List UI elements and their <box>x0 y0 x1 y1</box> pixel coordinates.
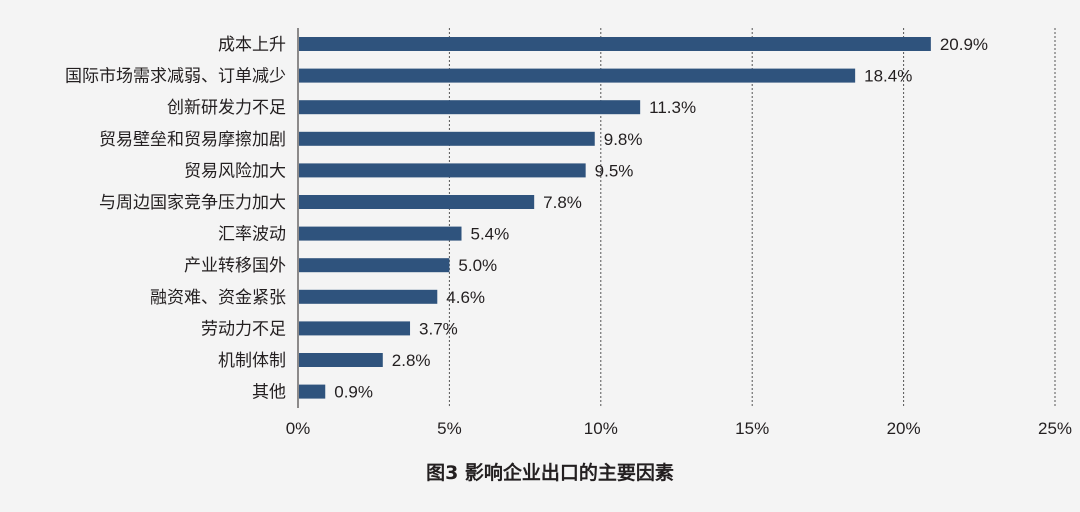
bar <box>299 353 383 367</box>
bar <box>299 321 411 336</box>
category-label: 贸易壁垒和贸易摩擦加剧 <box>99 130 286 150</box>
x-tick-label: 0% <box>286 419 311 438</box>
bar <box>299 37 931 51</box>
bar <box>299 384 326 399</box>
bar <box>299 195 535 209</box>
data-label: 11.3% <box>649 98 696 117</box>
category-label: 汇率波动 <box>218 225 286 245</box>
category-label: 其他 <box>252 383 286 403</box>
bar <box>299 163 586 178</box>
x-tick-label: 25% <box>1038 419 1072 438</box>
data-label: 3.7% <box>419 319 458 338</box>
data-label: 0.9% <box>334 383 373 402</box>
value-labels: 20.9% 18.4% 11.3% 9.8% 9.5% 7.8% 5.4% 5.0% 4.6% 3… <box>334 35 988 402</box>
x-tick-label: 10% <box>584 419 618 438</box>
x-tick-labels: 0% 5% 10% 15% 20% 25% <box>286 419 1072 438</box>
bars <box>299 37 931 399</box>
data-label: 2.8% <box>392 351 431 370</box>
data-label: 9.5% <box>595 161 634 180</box>
category-label: 国际市场需求减弱、订单减少 <box>65 67 286 87</box>
category-label: 成本上升 <box>218 35 286 55</box>
category-label: 与周边国家竞争压力加大 <box>99 193 286 213</box>
bar <box>299 289 438 304</box>
data-label: 18.4% <box>864 67 912 86</box>
category-label: 机制体制 <box>218 351 286 371</box>
data-label: 20.9% <box>940 35 988 54</box>
category-label: 贸易风险加大 <box>184 161 286 181</box>
category-label: 融资难、资金紧张 <box>150 288 286 308</box>
data-label: 9.8% <box>604 130 643 149</box>
bar <box>299 226 462 241</box>
bar <box>299 68 856 83</box>
chart-title: 图3 影响企业出口的主要因素 <box>426 461 674 484</box>
data-label: 5.4% <box>471 225 510 244</box>
bar <box>299 131 595 146</box>
data-label: 4.6% <box>446 288 485 307</box>
x-tick-label: 5% <box>437 419 462 438</box>
bar <box>299 100 641 115</box>
data-label: 5.0% <box>458 256 497 275</box>
category-label: 创新研发力不足 <box>167 98 286 118</box>
x-tick-label: 20% <box>887 419 921 438</box>
category-label: 劳动力不足 <box>201 319 286 339</box>
data-label: 7.8% <box>543 193 582 212</box>
category-labels: 成本上升国际市场需求减弱、订单减少创新研发力不足贸易壁垒和贸易摩擦加剧贸易风险加… <box>65 35 286 403</box>
x-tick-label: 15% <box>735 419 769 438</box>
bar <box>299 258 450 273</box>
category-label: 产业转移国外 <box>184 256 286 276</box>
gridlines <box>448 28 1056 408</box>
